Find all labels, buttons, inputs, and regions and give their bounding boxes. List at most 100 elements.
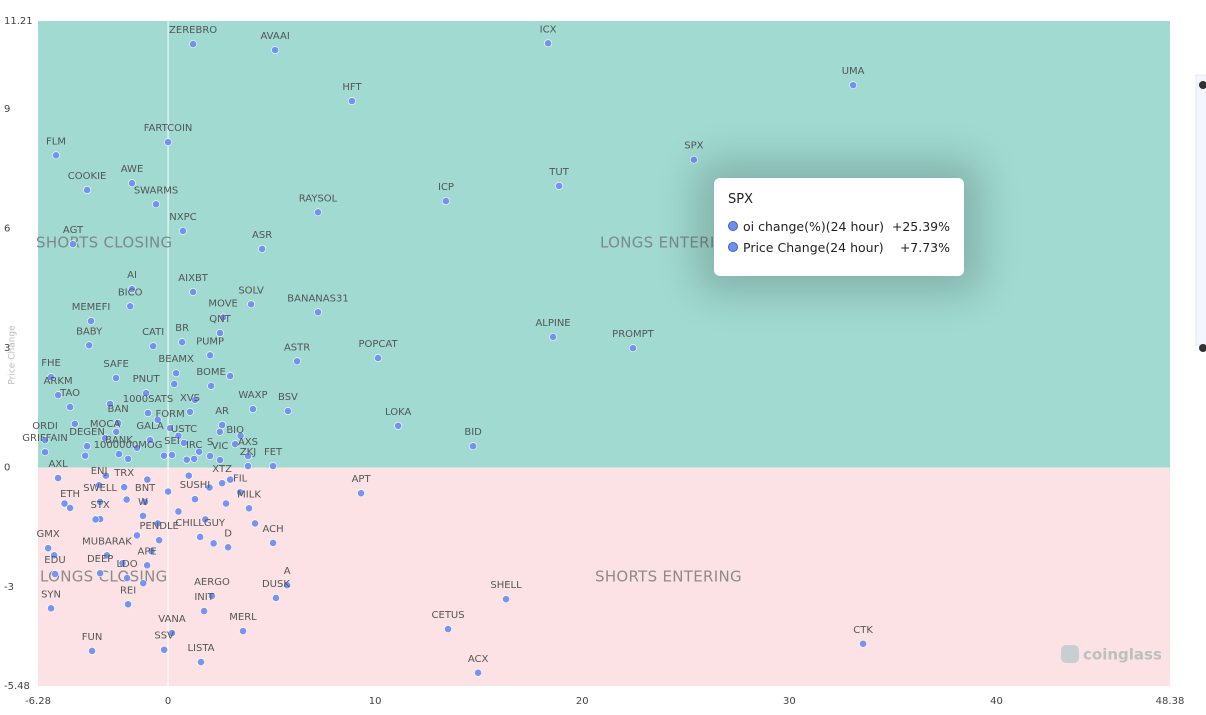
point <box>293 357 301 366</box>
tooltip-label: Price Change(24 hour) <box>743 240 884 255</box>
point <box>123 574 131 582</box>
point-label: ENJ <box>91 466 108 477</box>
point <box>54 474 62 482</box>
point-label: AGT <box>63 225 84 236</box>
point-label: SEI <box>164 436 180 447</box>
point-label: ORDI <box>32 421 57 432</box>
point <box>118 559 127 568</box>
point <box>629 344 637 353</box>
point-label: LISTA <box>187 643 214 654</box>
point-label: AERGO <box>194 577 230 588</box>
point <box>226 372 235 380</box>
point <box>178 338 187 347</box>
point-label: BID <box>464 427 482 438</box>
point <box>182 455 191 464</box>
y-tick-label: 6 <box>4 224 10 235</box>
point-label: APE <box>138 546 157 557</box>
point <box>143 561 152 570</box>
point <box>271 46 280 54</box>
point <box>200 607 208 615</box>
point <box>272 594 280 602</box>
point <box>555 182 563 190</box>
point-label: MUBARAK <box>82 536 132 547</box>
point-label: FUN <box>82 632 103 643</box>
point <box>152 200 160 209</box>
point-label: MOCA <box>90 419 120 430</box>
point <box>168 451 176 459</box>
point <box>96 569 105 578</box>
point-label: BNT <box>135 483 156 494</box>
point <box>133 531 141 540</box>
point <box>139 511 147 520</box>
point-label: CETUS <box>432 610 465 621</box>
point <box>124 600 132 609</box>
point-label: AXS <box>238 437 258 448</box>
point <box>374 354 382 362</box>
quadrant-label: SHORTS ENTERING <box>595 568 742 586</box>
point <box>164 487 172 496</box>
side-panel-box <box>1195 74 1206 346</box>
point <box>469 442 478 451</box>
point <box>81 451 90 460</box>
x-tick-label: 48.38 <box>1156 696 1185 707</box>
side-panel <box>1195 74 1206 352</box>
point <box>85 341 94 350</box>
point <box>41 436 49 445</box>
point <box>244 452 252 460</box>
point-label: LOKA <box>385 407 411 418</box>
point-label: QNT <box>209 314 231 325</box>
point-label: FIL <box>233 473 248 484</box>
point <box>283 581 292 590</box>
point <box>87 317 95 325</box>
point <box>174 507 183 516</box>
point <box>114 419 123 427</box>
point <box>249 405 257 413</box>
point-label: S <box>207 437 213 448</box>
point <box>66 503 75 512</box>
point-label: RAYSOL <box>299 193 338 204</box>
point <box>153 519 162 528</box>
point-label: BANANAS31 <box>287 293 348 304</box>
point <box>50 551 59 560</box>
point-label: ZEREBRO <box>169 25 217 36</box>
point-label: FHE <box>41 358 61 369</box>
slider-handle[interactable] <box>1199 344 1206 352</box>
point <box>174 431 183 440</box>
point <box>314 308 322 317</box>
point <box>112 374 120 382</box>
point <box>191 396 199 404</box>
point <box>124 454 132 463</box>
point <box>66 403 75 411</box>
point-label: XTZ <box>212 464 232 475</box>
point-label: FARTCOIN <box>144 123 193 134</box>
point-label: ARKM <box>44 376 73 387</box>
point-label: PNUT <box>133 374 161 385</box>
point-label: PROMPT <box>612 329 655 340</box>
point-label: GALA <box>136 421 163 432</box>
point-label: XVS <box>180 393 200 404</box>
point <box>226 475 235 484</box>
point-label: FLM <box>46 136 66 147</box>
point-label: DEEP <box>87 554 113 565</box>
point <box>247 300 256 309</box>
positive-region <box>38 21 1170 468</box>
point-label: ASR <box>252 230 272 241</box>
point <box>172 369 181 378</box>
point-label: GMX <box>37 529 60 540</box>
point <box>112 427 121 436</box>
point-label: D <box>224 528 232 539</box>
point <box>139 579 148 588</box>
point <box>144 409 152 417</box>
point-label: BR <box>175 323 189 334</box>
slider-handle[interactable] <box>1199 81 1206 89</box>
point <box>106 400 114 408</box>
point-label: HFT <box>342 82 362 93</box>
point-label: APT <box>352 474 372 485</box>
point <box>196 533 205 541</box>
points: ZEREBRO AVAAI ICX HFT UMA FARTCOIN FLM SPX AWE CO… <box>22 24 873 677</box>
tooltip: SPX oi change(%)(24 hour) +25.39% Price … <box>714 178 964 276</box>
point-label: SYN <box>41 589 61 600</box>
point-label: CATI <box>142 327 164 338</box>
point <box>394 421 403 430</box>
